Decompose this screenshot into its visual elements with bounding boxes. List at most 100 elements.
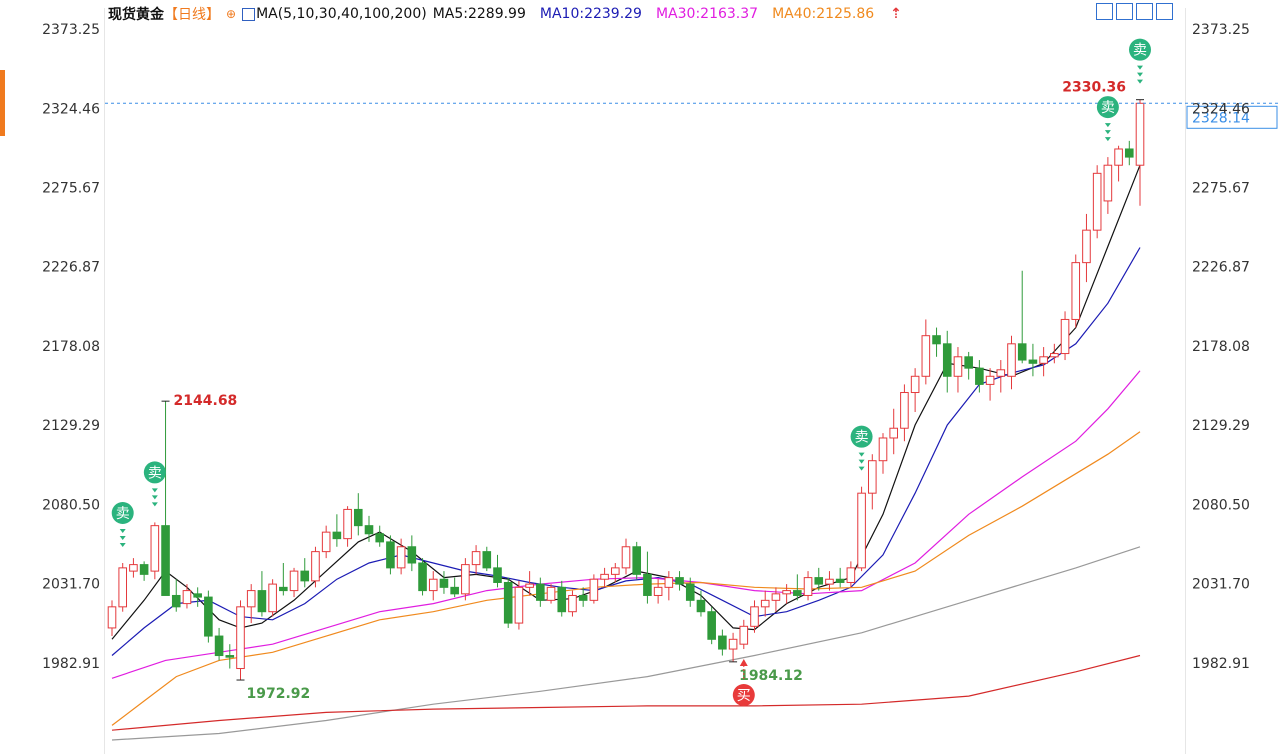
- candle-body: [1114, 148, 1123, 166]
- tool-button[interactable]: [1116, 3, 1133, 20]
- tool-button[interactable]: [1136, 3, 1153, 20]
- arrow-icon[interactable]: ⇡: [890, 6, 902, 22]
- candle-body: [471, 551, 481, 566]
- candle-body: [182, 590, 192, 605]
- signal-arrow: [1137, 72, 1143, 77]
- candle-body: [150, 525, 160, 572]
- extreme-label: 2144.68: [174, 393, 238, 409]
- candle-body: [375, 533, 385, 543]
- tool-button[interactable]: [1096, 3, 1113, 20]
- candle-body: [664, 577, 674, 588]
- candle-body: [835, 578, 845, 583]
- candle-body: [332, 531, 342, 540]
- extreme-label: 1984.12: [739, 668, 803, 684]
- signal-badge: [732, 684, 755, 707]
- candle-body: [685, 583, 695, 601]
- extreme-label: 1972.92: [247, 686, 311, 702]
- legend-item: MA30:2163.37: [655, 6, 759, 22]
- y2-tick-label: 2324.46: [1192, 101, 1250, 117]
- candle-body: [1050, 353, 1059, 358]
- candle-body: [932, 335, 941, 345]
- legend: MA5:2289.99 MA10:2239.29 MA30:2163.37 MA40:…: [433, 6, 874, 22]
- symbol: 现货黄金: [108, 7, 164, 23]
- y2-tick-label: 1982.91: [1192, 656, 1250, 672]
- add-icon[interactable]: ⊕: [226, 7, 237, 21]
- candle-body: [353, 508, 363, 527]
- candle-body: [814, 577, 824, 585]
- signal-label: 卖: [1133, 43, 1147, 59]
- candle-body: [975, 367, 984, 385]
- candle-body: [857, 492, 866, 569]
- candle-body: [867, 460, 877, 494]
- toolbar: [1096, 3, 1173, 20]
- candle-body: [343, 508, 352, 540]
- candle-body: [643, 573, 652, 596]
- candle-body: [621, 546, 631, 569]
- y-tick-label: 2178.08: [42, 339, 100, 355]
- signal-label: 卖: [116, 506, 130, 522]
- signal-arrow: [1104, 137, 1111, 142]
- signal-badge: [850, 425, 873, 448]
- ma-lines: [111, 164, 1141, 741]
- overlays: 2328.142144.681972.921984.122330.36卖卖卖卖卖…: [105, 38, 1278, 707]
- y-tick-label: 2031.70: [42, 577, 100, 593]
- candle-body: [1017, 343, 1027, 361]
- candle-body: [921, 335, 931, 377]
- signal-arrow: [119, 528, 126, 533]
- ma-line: [111, 546, 1141, 741]
- candle-body: [321, 531, 331, 553]
- ma-line: [111, 247, 1141, 656]
- candle-body: [246, 590, 256, 608]
- candle-body: [750, 606, 759, 627]
- candle-body: [300, 570, 310, 582]
- y-tick-label: 2080.50: [42, 497, 100, 513]
- signal-arrow: [739, 659, 748, 667]
- candle-body: [632, 546, 642, 575]
- tool-button[interactable]: [1156, 3, 1173, 20]
- candle-body: [396, 546, 406, 569]
- signal-badge: [1129, 38, 1151, 61]
- candle-body: [364, 525, 374, 535]
- candle-body: [707, 611, 716, 640]
- y2-tick-label: 2226.87: [1192, 260, 1250, 276]
- candle-body: [493, 567, 502, 583]
- candle-body: [503, 581, 513, 624]
- signal-badge: [111, 501, 134, 524]
- candle-body: [107, 606, 117, 629]
- signal-arrow: [1137, 79, 1143, 84]
- signal-arrow: [858, 466, 865, 471]
- signal-label: 卖: [148, 465, 162, 481]
- side-tab: [0, 70, 5, 136]
- candle-body: [1124, 148, 1134, 158]
- y-tick-label: 2129.29: [42, 418, 100, 434]
- candle-body: [236, 606, 245, 670]
- candle-body: [193, 593, 202, 598]
- candle-body: [461, 564, 470, 595]
- signal-arrow: [151, 502, 158, 507]
- candle-body: [760, 599, 770, 608]
- candle-body: [482, 551, 492, 569]
- indicator-icon[interactable]: [242, 7, 256, 21]
- candle-body: [1135, 102, 1145, 166]
- candle-body: [1007, 343, 1016, 377]
- signal-arrow: [858, 459, 865, 464]
- candle-body: [825, 578, 834, 585]
- candle-body: [450, 586, 459, 595]
- candle-body: [546, 586, 556, 601]
- signal-arrow: [119, 535, 126, 540]
- signal-arrow: [1104, 130, 1111, 135]
- y2-tick-label: 2129.29: [1192, 418, 1250, 434]
- y2-tick-label: 2031.70: [1192, 577, 1250, 593]
- candle-body: [418, 562, 427, 592]
- period[interactable]: 【日线】: [164, 7, 220, 23]
- price-box: [1186, 105, 1278, 129]
- candle-body: [525, 583, 534, 588]
- candle-body: [257, 590, 267, 613]
- candle-body: [225, 655, 235, 658]
- y2-tick-label: 2178.08: [1192, 339, 1250, 355]
- candle-body: [653, 586, 663, 596]
- legend-item: MA5:2289.99: [432, 6, 526, 22]
- y-tick-label: 2373.25: [42, 22, 100, 38]
